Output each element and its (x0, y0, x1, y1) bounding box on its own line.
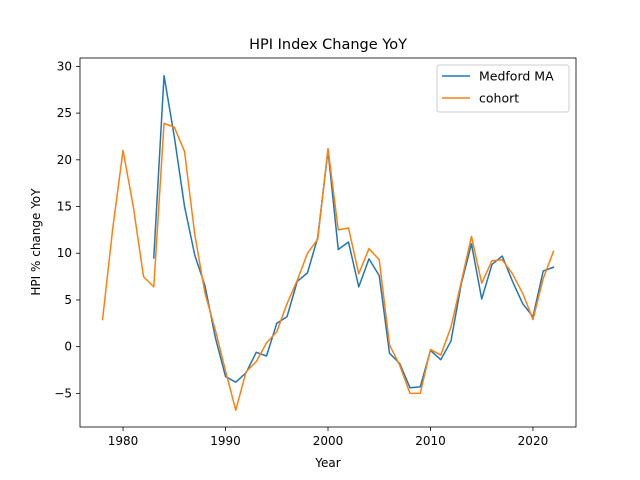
y-tick-label: 15 (57, 200, 72, 214)
legend: Medford MA cohort (436, 64, 570, 113)
y-tick-label: 0 (64, 340, 72, 354)
axes: 1980 1990 2000 2010 2020 −5 0 5 10 15 20 25 30 (54, 57, 577, 448)
x-tick-label: 2020 (518, 434, 549, 448)
y-tick-label: 20 (57, 153, 72, 167)
legend-label-1: Medford MA (479, 69, 554, 84)
y-tick-label: 10 (57, 246, 72, 260)
y-tick-label: 25 (57, 106, 72, 120)
y-tick-label: 30 (57, 59, 72, 73)
x-tick-label: 1990 (210, 434, 241, 448)
y-tick-label: −5 (54, 386, 72, 400)
y-tick-label: 5 (64, 293, 72, 307)
y-axis-label: HPI % change YoY (29, 188, 43, 296)
series-line-2 (101, 122, 555, 411)
plot-area (101, 75, 555, 411)
legend-label-2: cohort (479, 91, 519, 106)
series-line-1 (152, 75, 555, 389)
x-tick-label: 2010 (415, 434, 446, 448)
x-tick-label: 1980 (108, 434, 139, 448)
chart-title: HPI Index Change YoY (249, 37, 407, 53)
x-tick-label: 2000 (313, 434, 344, 448)
x-axis-label: Year (314, 456, 340, 470)
